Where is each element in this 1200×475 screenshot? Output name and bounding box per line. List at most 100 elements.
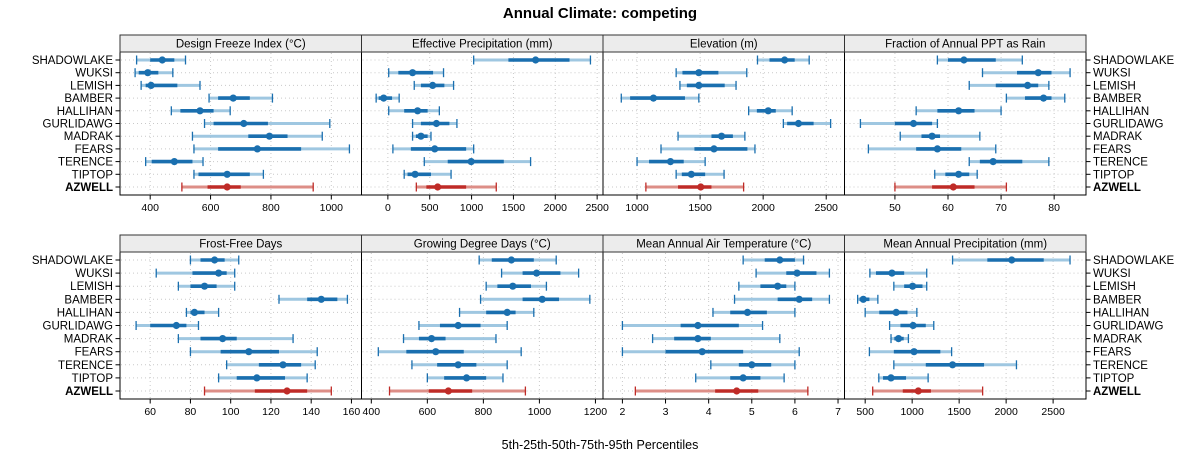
site-label-right: FEARS — [1093, 144, 1132, 156]
percentile-series-hallihan — [458, 307, 535, 317]
site-label-left: FEARS — [75, 144, 114, 156]
median-dot — [859, 295, 867, 303]
median-dot — [887, 374, 895, 382]
x-tick-label: 400 — [363, 406, 381, 418]
percentile-series-lemish — [679, 80, 737, 90]
panel-growing-degree-days-c: 400 600 800 1000 1200 Growing Degree Days (°C… — [361, 234, 608, 418]
percentile-series-bamber — [208, 93, 274, 103]
x-tick-label: 140 — [302, 406, 320, 418]
median-dot — [710, 145, 718, 153]
percentile-series-madrak — [411, 131, 432, 141]
median-dot — [533, 269, 541, 277]
percentile-series-lemish — [968, 80, 1050, 90]
x-tick-label: 2000 — [751, 202, 775, 214]
percentile-series-lemish — [893, 281, 928, 291]
site-label-right: TIPTOP — [1093, 169, 1135, 181]
median-dot — [215, 269, 223, 277]
median-dot — [429, 81, 437, 89]
median-dot — [432, 348, 440, 356]
median-dot — [666, 158, 675, 166]
median-dot — [909, 321, 917, 330]
site-label-left: LEMISH — [70, 80, 113, 92]
site-label-left: AZWELL — [65, 386, 113, 398]
median-dot — [649, 94, 658, 102]
percentile-series-hallihan — [864, 307, 918, 317]
median-dot — [170, 158, 178, 166]
panel-strip — [844, 34, 1087, 53]
percentile-series-wuksi — [500, 268, 580, 278]
percentile-series-wuksi — [675, 68, 748, 78]
median-dot — [909, 282, 917, 290]
median-dot — [172, 321, 180, 330]
site-label-left: WUKSI — [75, 68, 113, 80]
percentile-series-gurlidawg — [135, 321, 200, 330]
figure-title: Annual Climate: competing — [502, 5, 698, 22]
site-label-right: BAMBER — [1093, 294, 1142, 306]
panel-frost-free-days: 60 80 100 120 140 160 Frost-Free Days — [119, 234, 362, 418]
percentile-series-gurlidawg — [203, 119, 331, 128]
site-label-right: MADRAK — [1093, 334, 1143, 346]
percentile-series-tiptop — [675, 169, 725, 179]
site-label-right: LEMISH — [1093, 281, 1136, 293]
x-tick-label: 1000 — [320, 202, 344, 214]
panel-mean-annual-air-temperature-c: 2 3 4 5 6 7 Mean Annual Air Temperature (°C) — [602, 234, 845, 418]
percentile-series-bamber — [620, 93, 700, 103]
median-dot — [694, 335, 702, 343]
median-dot — [698, 348, 706, 356]
percentile-series-hallihan — [712, 307, 796, 317]
x-tick-label: 1000 — [460, 202, 484, 214]
percentile-series-terence — [710, 360, 796, 370]
percentile-series-hallihan — [185, 307, 220, 317]
median-dot — [1008, 256, 1016, 264]
percentile-series-hallihan — [388, 106, 440, 116]
median-dot — [1024, 81, 1032, 89]
x-tick-label: 1000 — [625, 202, 649, 214]
median-dot — [507, 256, 515, 264]
panel-title: Frost-Free Days — [199, 239, 282, 251]
site-label-left: TERENCE — [58, 157, 113, 169]
percentile-series-shadowlake — [189, 255, 240, 265]
site-label-left: HALLIHAN — [57, 106, 113, 118]
percentile-series-fears — [621, 347, 800, 357]
percentile-series-terence — [968, 157, 1050, 167]
percentile-series-lemish — [738, 281, 796, 291]
percentile-series-azwell — [894, 182, 1008, 192]
panel-elevation-m: 1000 1500 2000 2500 Elevation (m) — [602, 34, 845, 214]
median-dot — [764, 107, 772, 115]
percentile-series-madrak — [890, 334, 910, 344]
site-label-left: GURLIDAWG — [43, 321, 114, 333]
percentile-series-lemish — [140, 80, 201, 90]
percentile-series-bamber — [857, 294, 879, 304]
percentile-series-azwell — [872, 386, 984, 396]
percentile-series-hallihan — [170, 106, 231, 116]
median-dot — [265, 132, 274, 140]
median-dot — [955, 170, 963, 178]
site-label-left: MADRAK — [64, 334, 114, 346]
site-label-left: MADRAK — [64, 131, 114, 143]
percentile-series-fears — [392, 144, 475, 154]
median-dot — [914, 387, 922, 395]
x-tick-label: 1200 — [584, 406, 608, 418]
median-dot — [210, 256, 219, 264]
site-label-right: HALLIHAN — [1093, 106, 1149, 118]
median-dot — [432, 119, 441, 128]
x-tick-label: 70 — [995, 202, 1007, 214]
median-dot — [283, 387, 291, 395]
percentile-series-tiptop — [217, 373, 308, 383]
site-label-left: SHADOWLAKE — [32, 255, 113, 267]
panel-title: Design Freeze Index (°C) — [176, 39, 306, 51]
percentile-series-lemish — [177, 281, 236, 291]
x-tick-label: 500 — [421, 202, 439, 214]
x-tick-label: 3 — [663, 406, 669, 418]
percentile-series-azwell — [388, 386, 527, 396]
site-label-right: AZWELL — [1093, 182, 1141, 194]
x-tick-label: 4 — [706, 406, 712, 418]
median-dot — [253, 145, 261, 153]
median-dot — [190, 308, 199, 316]
median-dot — [219, 335, 227, 343]
x-tick-label: 160 — [343, 406, 361, 418]
percentile-series-fears — [189, 347, 318, 357]
median-dot — [894, 335, 903, 343]
